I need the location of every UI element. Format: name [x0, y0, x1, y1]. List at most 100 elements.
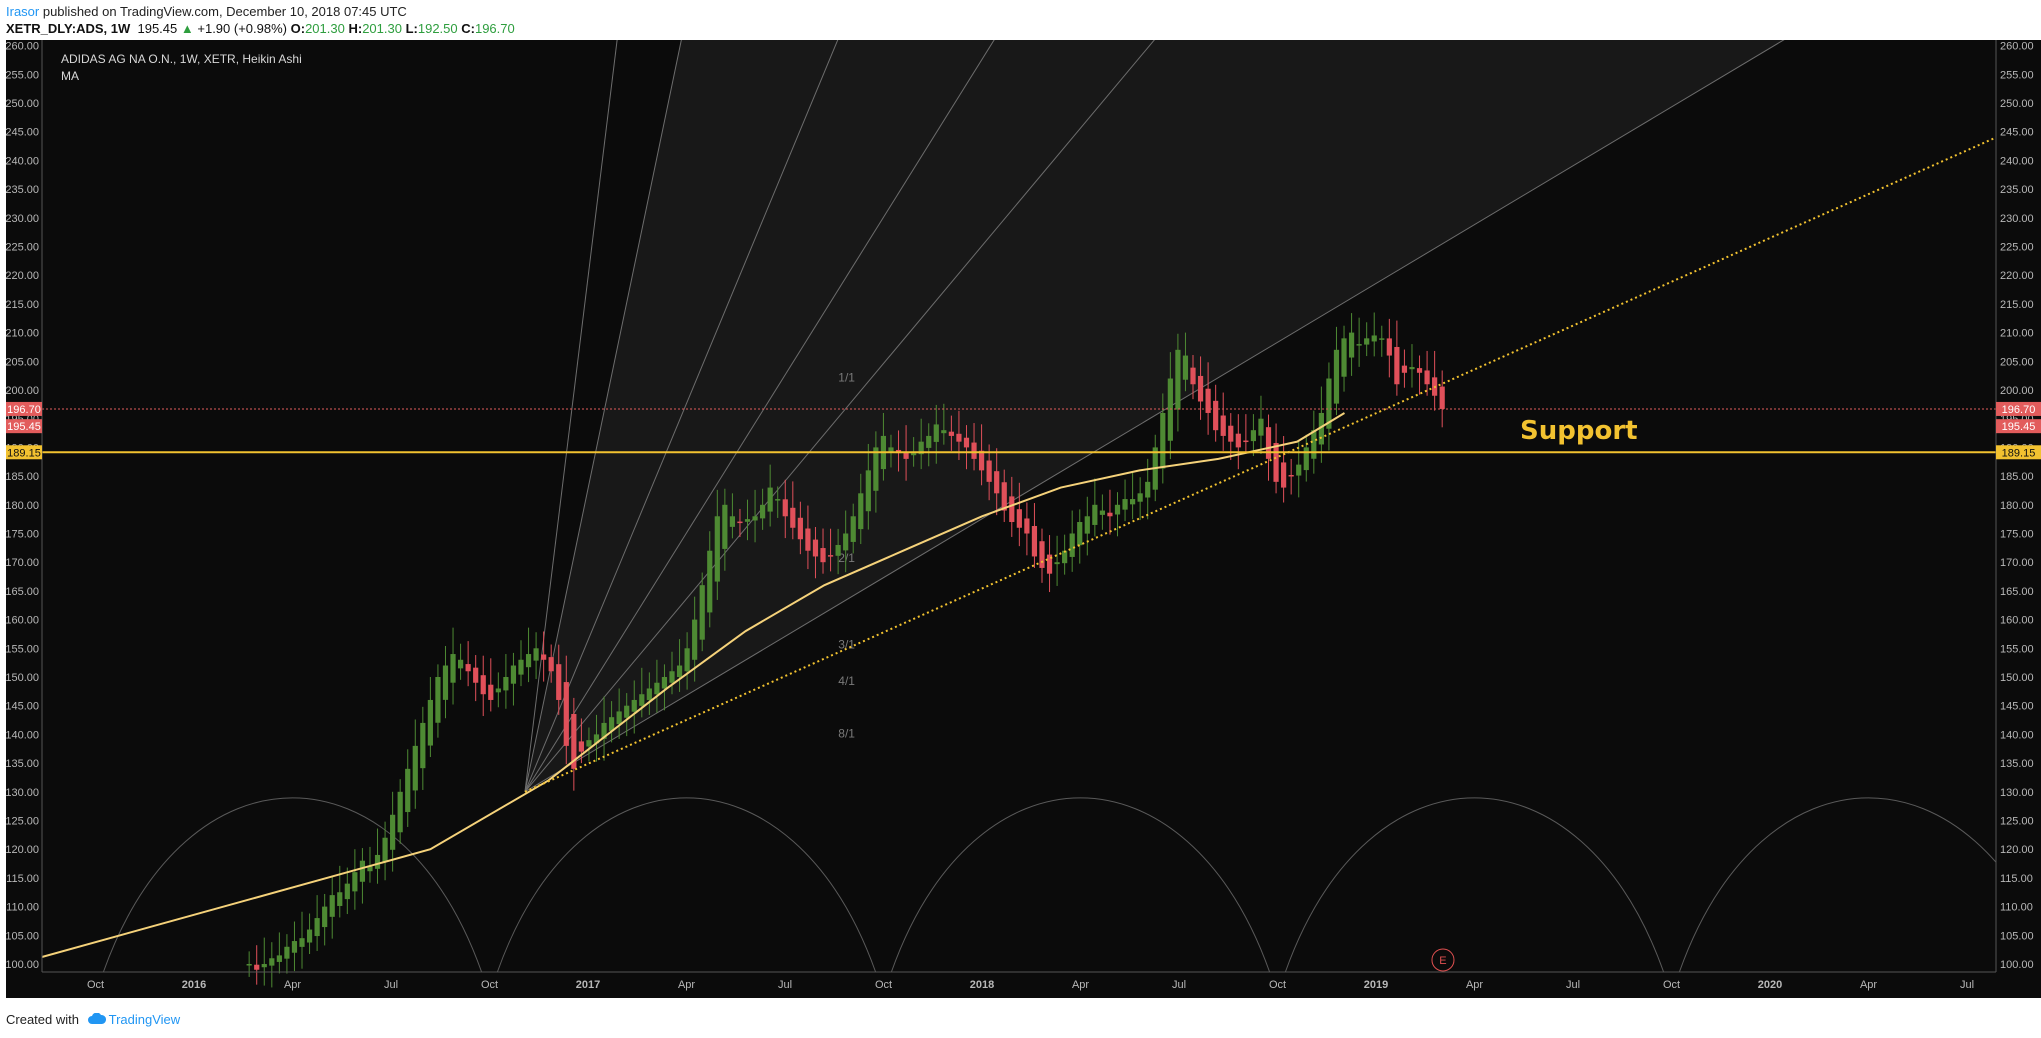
candle-body — [684, 648, 690, 672]
price-tag — [6, 401, 42, 416]
y-tick-left: 245.00 — [6, 127, 39, 139]
candle-body — [269, 958, 275, 966]
price-tag — [1996, 419, 2041, 434]
candle-body — [390, 814, 396, 850]
candle-body — [442, 665, 449, 700]
candle-body — [911, 453, 917, 456]
x-tick: 2016 — [182, 979, 206, 991]
tradingview-link[interactable]: TradingView — [108, 1012, 181, 1027]
candle-body — [1265, 427, 1272, 459]
author-link[interactable]: Irasor — [6, 4, 40, 19]
x-tick: 2017 — [576, 979, 600, 991]
candle-body — [457, 659, 464, 669]
high-value: 201.30 — [362, 21, 402, 36]
candle-body — [533, 648, 539, 661]
candle-body — [1258, 418, 1264, 436]
candle-body — [1167, 378, 1173, 441]
fan-label: 1/1 — [838, 370, 855, 384]
candle-body — [1175, 349, 1181, 410]
candle-body — [1145, 481, 1151, 498]
candle-body — [1318, 412, 1324, 445]
candle-body — [1084, 516, 1090, 534]
support-label: Support — [1520, 416, 1638, 446]
y-tick-left: 120.00 — [6, 844, 39, 856]
x-tick: Oct — [875, 979, 892, 991]
candle-body — [918, 441, 924, 455]
price-tag — [6, 445, 42, 460]
candle-body — [382, 837, 388, 862]
right-price-axis[interactable] — [1996, 40, 2041, 998]
candle-body — [322, 906, 328, 928]
y-tick-right: 185.00 — [2000, 471, 2034, 483]
x-tick: Apr — [1860, 979, 1877, 991]
y-tick-right: 215.00 — [2000, 299, 2034, 311]
candle-body — [246, 964, 252, 966]
y-tick-left: 235.00 — [6, 184, 39, 196]
y-tick-left: 210.00 — [6, 328, 39, 340]
candle-body — [1031, 525, 1038, 557]
x-tick: 2020 — [1758, 979, 1782, 991]
y-tick-left: 160.00 — [6, 615, 39, 627]
candle-body — [1364, 338, 1370, 345]
candle-body — [699, 585, 705, 640]
price-tag-label: 189.15 — [2002, 447, 2036, 459]
y-tick-left: 135.00 — [6, 758, 39, 770]
y-tick-right: 160.00 — [2000, 615, 2034, 627]
candle-body — [933, 424, 939, 442]
candle-body — [1296, 464, 1302, 476]
price-tag-label: 195.45 — [2002, 421, 2036, 433]
x-tick: Apr — [1466, 979, 1483, 991]
candle-body — [1137, 493, 1143, 502]
y-tick-right: 245.00 — [2000, 127, 2034, 139]
candle-body — [1281, 462, 1287, 488]
symbol-label: XETR_DLY:ADS, 1W — [6, 21, 131, 36]
x-tick: Jul — [1566, 979, 1580, 991]
candle-body — [1341, 338, 1347, 377]
candle-body — [676, 665, 683, 678]
y-tick-right: 175.00 — [2000, 529, 2034, 541]
candle-body — [435, 677, 441, 723]
y-tick-left: 225.00 — [6, 242, 39, 254]
candle-body — [374, 854, 381, 869]
earnings-marker[interactable] — [1431, 948, 1455, 972]
y-tick-left: 175.00 — [6, 529, 39, 541]
y-tick-left: 100.00 — [6, 959, 39, 971]
chart-canvas[interactable]: 1/1 2/1 3/1 4/1 8/1 E 100.00 100.00 105.00 105.… — [6, 40, 2041, 998]
publish-info: Irasor published on TradingView.com, Dec… — [6, 4, 407, 19]
candle-body — [1024, 518, 1030, 534]
candle-body — [344, 883, 350, 900]
y-tick-left: 220.00 — [6, 270, 39, 282]
left-price-axis[interactable] — [6, 40, 42, 998]
candle-body — [548, 657, 554, 672]
candle-body — [888, 447, 894, 453]
y-tick-right: 145.00 — [2000, 701, 2034, 713]
created-with-text: Created with — [6, 1012, 79, 1027]
x-tick: Apr — [678, 979, 695, 991]
candle-body — [616, 711, 622, 725]
candle-body — [1416, 368, 1423, 373]
y-tick-right: 205.00 — [2000, 356, 2034, 368]
candle-body — [254, 964, 260, 970]
candle-body — [1107, 512, 1113, 517]
candle-body — [1288, 475, 1294, 477]
candle-body — [359, 860, 366, 882]
candle-body — [775, 499, 781, 501]
gann-fan-ray — [524, 40, 618, 792]
candle-body — [737, 521, 743, 524]
candle-body — [1379, 338, 1385, 340]
candle-body — [1424, 370, 1430, 385]
candle-body — [1062, 550, 1068, 564]
candle-body — [397, 791, 403, 833]
chart-area[interactable]: 1/1 2/1 3/1 4/1 8/1 E 100.00 100.00 105.00 105.… — [6, 40, 2041, 998]
y-tick-right: 235.00 — [2000, 184, 2034, 196]
candle-body — [488, 684, 494, 700]
candle-body — [1333, 349, 1340, 404]
candle-body — [790, 507, 796, 528]
y-tick-right: 130.00 — [2000, 787, 2034, 799]
y-tick-left: 115.00 — [6, 873, 39, 885]
price-tag — [6, 419, 42, 434]
tradingview-cloud-icon — [87, 1012, 107, 1028]
candle-body — [261, 964, 267, 968]
candle-body — [1371, 335, 1377, 342]
candle-body — [276, 955, 282, 962]
